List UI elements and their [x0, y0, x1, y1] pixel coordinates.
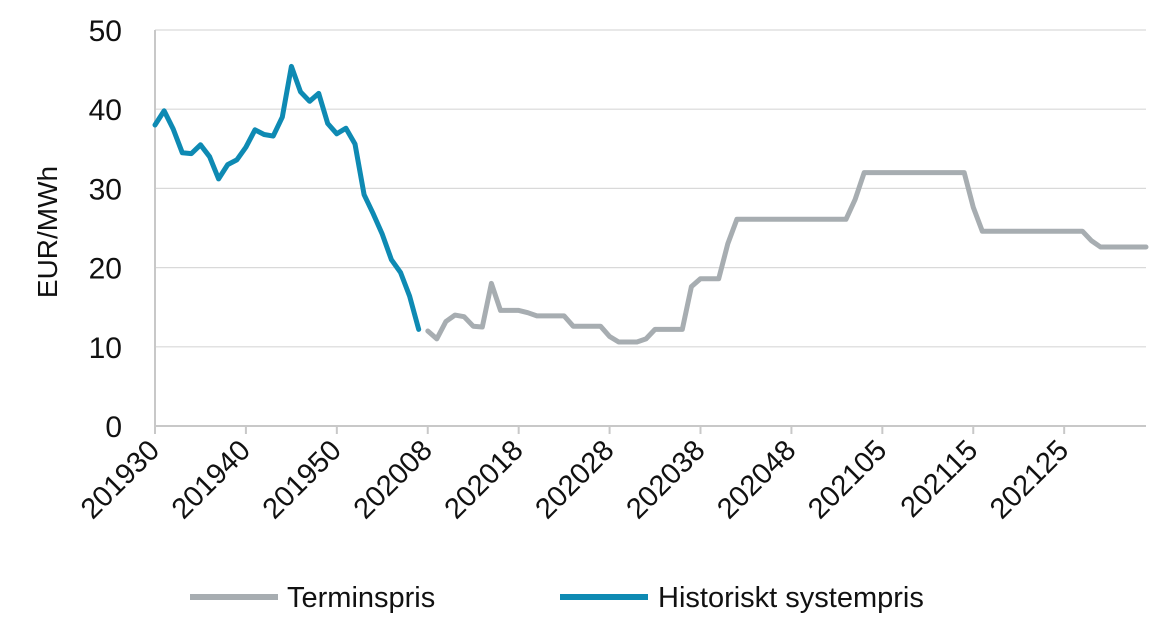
x-tick-label: 202028: [529, 434, 620, 525]
x-tick-label: 202105: [802, 434, 893, 525]
gridlines: [155, 29, 1146, 348]
legend-item-terminspris: Terminspris: [190, 582, 435, 614]
series-line-terminspris: [425, 170, 1149, 345]
x-tick-label: 201930: [75, 434, 166, 525]
x-tick-label: 202115: [895, 434, 985, 524]
x-tick-labels: 201930 201940 201950 202008 202018 202028 2020…: [75, 426, 1075, 525]
y-tick-label: 30: [89, 173, 122, 206]
axes: [154, 30, 1146, 427]
x-tick-label: 202125: [984, 434, 1075, 525]
x-tick-label: 202048: [711, 434, 802, 525]
y-tick-labels: 0 10 20 30 40 50: [89, 15, 122, 444]
x-tick-label: 202018: [439, 434, 530, 525]
series-lines: [152, 63, 1149, 345]
legend-item-historiskt-systempris: Historiskt systempris: [560, 582, 924, 614]
y-axis-title: EUR/MWh: [32, 166, 63, 298]
legend-label-historiskt-systempris: Historiskt systempris: [658, 582, 924, 614]
y-tick-label: 0: [105, 411, 122, 444]
legend-label-terminspris: Terminspris: [287, 582, 435, 614]
x-tick-label: 202038: [620, 434, 711, 525]
x-tick-label: 202008: [348, 434, 439, 525]
legend: Terminspris Historiskt systempris: [190, 582, 924, 614]
y-tick-label: 40: [89, 94, 122, 127]
y-tick-label: 10: [89, 332, 122, 365]
x-tick-label: 201950: [257, 434, 348, 525]
y-tick-label: 50: [89, 15, 122, 48]
x-tick-label: 201940: [166, 434, 257, 525]
y-tick-label: 20: [89, 253, 122, 286]
series-line-historiskt-systempris: [152, 63, 422, 332]
